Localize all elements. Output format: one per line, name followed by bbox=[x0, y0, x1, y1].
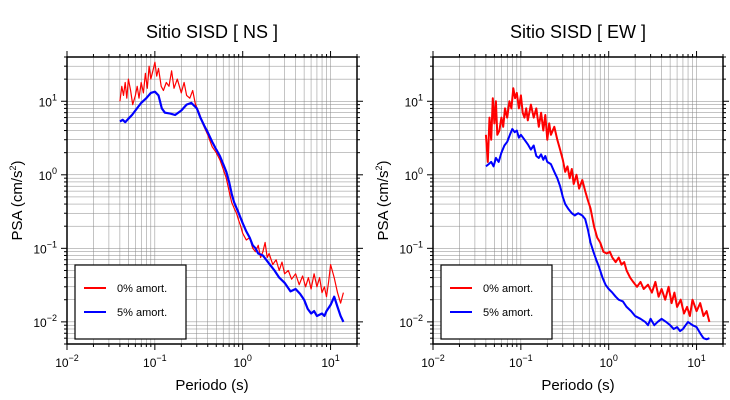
x-tick-label: 100 bbox=[600, 353, 618, 370]
chart-title: Sitio SISD [ EW ] bbox=[510, 22, 646, 42]
x-tick-label: 10−2 bbox=[421, 353, 445, 370]
y-axis-label: PSA (cm/s2) bbox=[374, 160, 392, 240]
y-tick-label: 10−1 bbox=[33, 239, 57, 256]
y-tick-label: 10−2 bbox=[33, 313, 57, 330]
x-axis-label: Periodo (s) bbox=[175, 377, 248, 394]
grid-ew bbox=[432, 56, 724, 345]
legend-label: 5% amort. bbox=[483, 307, 533, 319]
series-line-amort-5 bbox=[485, 128, 710, 341]
x-tick-label: 10−1 bbox=[143, 353, 167, 370]
series-line-amort-5 bbox=[119, 90, 345, 323]
legend-label: 0% amort. bbox=[117, 283, 167, 295]
y-tick-label: 101 bbox=[405, 92, 423, 109]
series-line-amort-0 bbox=[119, 61, 344, 304]
legend-box bbox=[74, 264, 187, 340]
x-tick-label: 10−1 bbox=[509, 353, 533, 370]
legend-label: 5% amort. bbox=[117, 307, 167, 319]
y-tick-label: 101 bbox=[39, 92, 57, 109]
legend-ns: 0% amort. 5% amort. bbox=[74, 264, 187, 340]
legend-label: 0% amort. bbox=[483, 283, 533, 295]
chart-ns: 10−2 10−1 100 101 10−2 10−1 100 101 Sitio SISD [… bbox=[8, 22, 363, 394]
axis-ticks-ns bbox=[61, 51, 363, 350]
x-axis-label: Periodo (s) bbox=[541, 377, 614, 394]
y-axis-label: PSA (cm/s2) bbox=[8, 160, 26, 240]
x-tick-label: 10−2 bbox=[55, 353, 79, 370]
x-tick-label: 100 bbox=[234, 353, 252, 370]
plot-frame bbox=[432, 56, 724, 345]
x-tick-label: 101 bbox=[687, 353, 705, 370]
plot-frame bbox=[66, 56, 358, 345]
series-line-amort-0 bbox=[484, 87, 711, 323]
legend-ew: 0% amort. 5% amort. bbox=[440, 264, 553, 340]
y-tick-label: 100 bbox=[39, 166, 57, 183]
chart-title: Sitio SISD [ NS ] bbox=[146, 22, 278, 42]
x-tick-label: 101 bbox=[321, 353, 339, 370]
y-tick-label: 100 bbox=[405, 166, 423, 183]
y-tick-label: 10−1 bbox=[399, 239, 423, 256]
y-tick-label: 10−2 bbox=[399, 313, 423, 330]
legend-box bbox=[440, 264, 553, 340]
chart-ew: 10−2 10−1 100 101 10−2 10−1 100 101 Sitio SISD [… bbox=[374, 22, 729, 394]
axis-ticks-ew bbox=[427, 51, 729, 350]
